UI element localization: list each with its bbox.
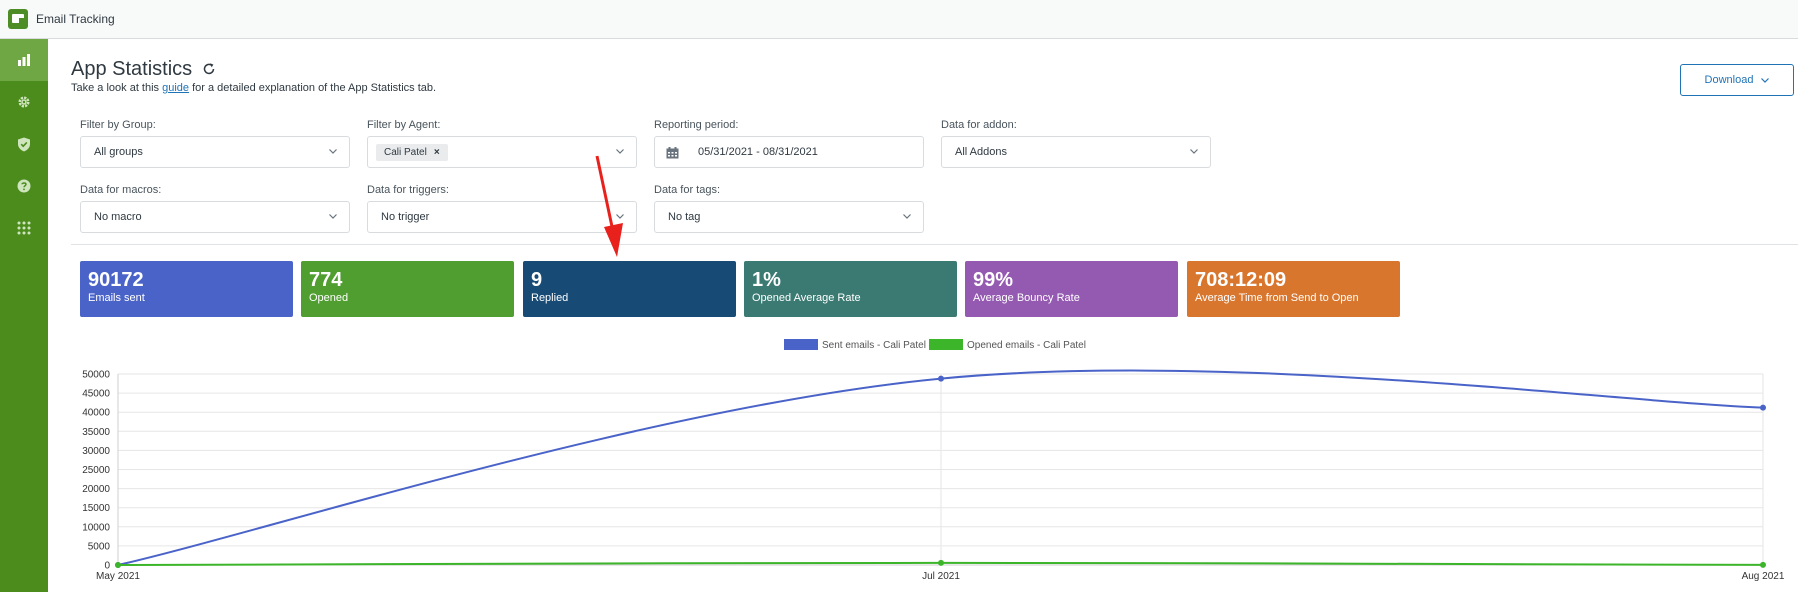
filter-triggers-label: Data for triggers: [367, 184, 449, 196]
chevron-down-icon [616, 149, 624, 154]
y-tick-label: 25000 [82, 465, 110, 476]
chevron-down-icon [1190, 149, 1198, 154]
data-point [115, 562, 121, 568]
filter-agent-select[interactable]: Cali Patel × [367, 136, 637, 168]
filter-macros-value: No macro [94, 211, 142, 223]
stat-card-emails-sent: 90172 Emails sent [80, 261, 293, 317]
y-tick-label: 20000 [82, 484, 110, 495]
agent-tag: Cali Patel × [376, 143, 448, 161]
stat-value: 774 [309, 269, 343, 291]
sidebar-item-security[interactable] [0, 123, 48, 165]
y-tick-label: 10000 [82, 522, 110, 533]
stat-label: Average Time from Send to Open [1195, 292, 1359, 304]
calendar-icon [666, 147, 679, 159]
filter-group-value: All groups [94, 146, 143, 158]
legend-label: Opened emails - Cali Patel [967, 340, 1086, 351]
y-tick-label: 15000 [82, 503, 110, 514]
page-title: App Statistics [71, 58, 193, 80]
chevron-down-icon [329, 214, 337, 219]
data-point [938, 375, 944, 382]
filter-triggers-value: No trigger [381, 211, 430, 223]
help-icon [17, 179, 31, 193]
sidebar-item-statistics[interactable] [0, 39, 48, 81]
stat-value: 9 [531, 269, 543, 291]
stat-card-bounce-rate: 99% Average Bouncy Rate [965, 261, 1178, 317]
top-bar: Email Tracking [0, 0, 1798, 39]
sidebar [0, 39, 48, 592]
stat-label: Emails sent [88, 292, 145, 304]
y-tick-label: 5000 [88, 541, 111, 552]
chevron-down-icon [616, 214, 624, 219]
sidebar-item-help[interactable] [0, 165, 48, 207]
y-tick-label: 50000 [82, 370, 110, 381]
download-button[interactable]: Download [1680, 64, 1794, 96]
data-point [1760, 404, 1766, 411]
filter-macros-select[interactable]: No macro [80, 201, 350, 233]
y-tick-label: 0 [104, 561, 110, 572]
subtitle-prefix: Take a look at this [71, 82, 163, 94]
stat-card-replied: 9 Replied [523, 261, 736, 317]
filter-agent-label: Filter by Agent: [367, 119, 441, 131]
y-tick-label: 35000 [82, 427, 110, 438]
guide-link[interactable]: guide [162, 82, 190, 94]
y-tick-label: 30000 [82, 446, 110, 457]
stat-card-open-rate: 1% Opened Average Rate [744, 261, 957, 317]
filter-tags-select[interactable]: No tag [654, 201, 924, 233]
gear-icon [18, 96, 30, 108]
x-tick-label: Jul 2021 [922, 571, 960, 582]
stat-value: 708:12:09 [1195, 269, 1287, 291]
filter-addon-value: All Addons [955, 146, 1007, 158]
bar-chart-icon [18, 54, 30, 66]
filter-addon-select[interactable]: All Addons [941, 136, 1211, 168]
stat-value: 1% [752, 269, 781, 291]
refresh-icon[interactable] [201, 61, 217, 77]
y-tick-label: 40000 [82, 408, 110, 419]
y-tick-label: 45000 [82, 389, 110, 400]
stat-label: Opened Average Rate [752, 292, 861, 304]
subtitle-suffix: for a detailed explanation of the App St… [189, 82, 437, 94]
app-logo-icon [8, 9, 28, 29]
legend-label: Sent emails - Cali Patel [822, 340, 926, 351]
x-tick-label: Aug 2021 [1742, 571, 1785, 582]
page-subtitle: Take a look at this guide for a detailed… [71, 82, 436, 94]
data-point [938, 559, 944, 566]
stat-label: Opened [309, 292, 349, 304]
divider [71, 244, 1798, 245]
filter-group-label: Filter by Group: [80, 119, 156, 131]
remove-tag-icon[interactable]: × [433, 146, 440, 158]
filter-triggers-select[interactable]: No trigger [367, 201, 637, 233]
filter-group-select[interactable]: All groups [80, 136, 350, 168]
stat-value: 99% [973, 269, 1014, 291]
filter-tags-value: No tag [668, 211, 701, 223]
x-tick-label: May 2021 [96, 571, 140, 582]
app-title: Email Tracking [36, 12, 115, 26]
chevron-down-icon [329, 149, 337, 154]
legend-swatch [929, 339, 963, 350]
stat-label: Replied [531, 292, 569, 304]
filter-addon-label: Data for addon: [941, 119, 1017, 131]
filter-macros-label: Data for macros: [80, 184, 162, 196]
agent-tag-label: Cali Patel [384, 146, 427, 158]
reporting-period-value: 05/31/2021 - 08/31/2021 [698, 146, 818, 158]
legend-swatch [784, 339, 818, 350]
data-point [1760, 561, 1766, 568]
chevron-down-icon [1761, 77, 1770, 83]
reporting-period-input[interactable]: 05/31/2021 - 08/31/2021 [654, 136, 924, 168]
stat-card-avg-time: 708:12:09 Average Time from Send to Open [1187, 261, 1400, 317]
apps-grid-icon [17, 221, 31, 235]
line-chart: 5000045000400003500030000250002000015000… [82, 339, 1785, 582]
sidebar-item-settings[interactable] [0, 81, 48, 123]
sidebar-item-apps[interactable] [0, 207, 48, 249]
main-content: App Statistics Take a look at this guide… [48, 39, 1798, 592]
filter-period-label: Reporting period: [654, 119, 739, 131]
download-label: Download [1704, 74, 1754, 86]
stat-card-opened: 774 Opened [301, 261, 514, 317]
filter-tags-label: Data for tags: [654, 184, 721, 196]
stat-label: Average Bouncy Rate [973, 292, 1080, 304]
stat-value: 90172 [88, 269, 144, 291]
chevron-down-icon [903, 214, 911, 219]
shield-check-icon [18, 137, 30, 151]
